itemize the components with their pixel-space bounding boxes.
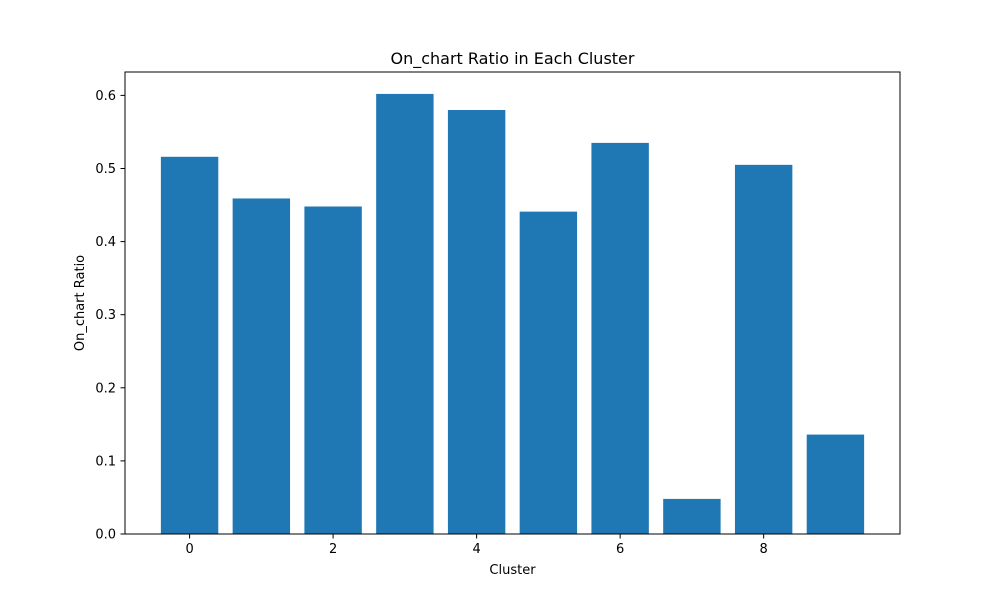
- bar-cluster-0: [160, 156, 219, 534]
- chart-title: On_chart Ratio in Each Cluster: [391, 49, 635, 69]
- y-axis-label: On_chart Ratio: [73, 255, 88, 351]
- bar-cluster-2: [304, 206, 362, 534]
- y-tick-label: 0.3: [95, 308, 116, 323]
- x-tick-label: 6: [616, 542, 624, 557]
- x-tick-label: 0: [185, 542, 193, 557]
- bar-cluster-1: [232, 198, 291, 534]
- y-tick-label: 0.5: [95, 162, 116, 177]
- bar-cluster-8: [734, 164, 793, 534]
- bar-cluster-5: [519, 211, 578, 534]
- y-tick-label: 0.6: [95, 89, 116, 104]
- x-tick-label: 2: [329, 542, 337, 557]
- y-tick-label: 0.2: [95, 381, 116, 396]
- bar-cluster-3: [376, 93, 434, 534]
- y-tick-label: 0.1: [95, 454, 116, 469]
- bar-cluster-4: [447, 110, 506, 534]
- y-tick-label: 0.0: [95, 528, 116, 543]
- x-axis: 0 2 4 6 8: [185, 534, 768, 557]
- bar-cluster-9: [806, 434, 865, 534]
- y-axis: 0.0 0.1 0.2 0.3 0.4 0.5 0.6: [95, 89, 125, 543]
- x-axis-label: Cluster: [489, 563, 536, 578]
- x-tick-label: 4: [472, 542, 480, 557]
- plot-frame: [124, 71, 901, 535]
- y-tick-label: 0.4: [95, 235, 116, 250]
- bar-cluster-7: [663, 498, 721, 534]
- bar-cluster-6: [591, 142, 649, 534]
- bars-group: [160, 93, 865, 534]
- x-tick-label: 8: [760, 542, 768, 557]
